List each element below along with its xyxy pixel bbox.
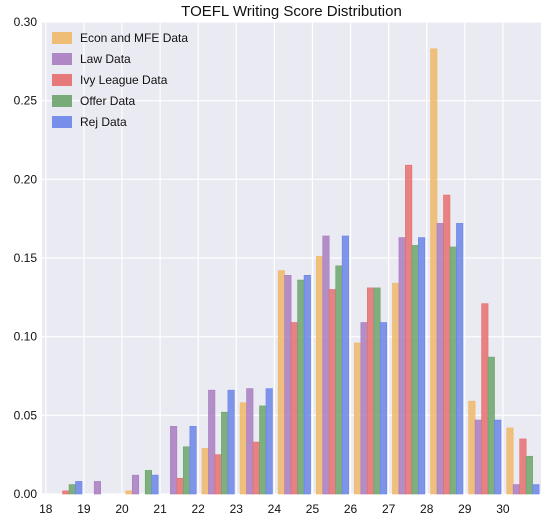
bar-offer-data-26 (373, 287, 381, 495)
bar-econ-and-mfe-data-26 (354, 342, 362, 495)
bar-offer-data-25 (335, 265, 343, 495)
bar-rej-data-30 (532, 484, 540, 495)
x-tick-label: 26 (344, 502, 358, 516)
bar-law-data-23 (246, 388, 254, 495)
legend-swatch (52, 74, 72, 86)
bar-econ-and-mfe-data-22 (201, 448, 209, 495)
bar-law-data-22 (208, 389, 216, 495)
legend-label: Ivy League Data (80, 73, 168, 87)
bar-law-data-20 (131, 474, 140, 495)
bar-econ-and-mfe-data-24 (277, 270, 285, 495)
legend-label: Rej Data (80, 115, 127, 129)
bar-rej-data-27 (418, 237, 426, 495)
bar-ivy-league-data-22 (214, 454, 222, 495)
legend-swatch (52, 32, 72, 44)
x-tick-label: 24 (268, 502, 282, 516)
legend: Econ and MFE Data Law Data Ivy League Data… (52, 31, 188, 129)
bar-rej-data-24 (303, 275, 311, 495)
bar-rej-data-22 (227, 389, 235, 495)
legend-label: Offer Data (80, 94, 135, 108)
bar-rej-data-28 (456, 223, 464, 495)
y-tick-label: 0.20 (14, 172, 38, 186)
bar-econ-and-mfe-data-27 (392, 282, 400, 495)
x-tick-label: 29 (458, 502, 472, 516)
bar-ivy-league-data-18 (62, 490, 70, 495)
legend-label: Econ and MFE Data (80, 31, 188, 45)
bar-offer-data-22 (221, 411, 229, 495)
legend-swatch (52, 53, 72, 65)
bar-ivy-league-data-25 (328, 289, 336, 495)
x-tick-label: 21 (153, 502, 167, 516)
x-tick-label: 25 (306, 502, 320, 516)
bar-rej-data-20 (151, 474, 159, 495)
chart-title: TOEFL Writing Score Distribution (181, 3, 402, 20)
y-tick-label: 0.05 (14, 408, 38, 422)
bar-offer-data-23 (259, 405, 267, 495)
x-tick-label: 28 (420, 502, 434, 516)
bar-offer-data-21 (183, 446, 191, 495)
bar-law-data-28 (436, 223, 444, 495)
bar-ivy-league-data-29 (481, 303, 489, 495)
bar-rej-data-18 (75, 481, 83, 495)
bar-rej-data-23 (265, 388, 273, 495)
bar-ivy-league-data-27 (405, 164, 413, 495)
bar-econ-and-mfe-data-30 (506, 427, 514, 495)
bar-law-data-30 (512, 484, 520, 495)
bar-rej-data-25 (341, 235, 349, 495)
bar-rej-data-26 (379, 322, 388, 495)
bar-offer-data-29 (487, 356, 495, 495)
x-tick-label: 30 (496, 502, 510, 516)
x-tick-label: 27 (382, 502, 396, 516)
bar-offer-data-28 (449, 246, 457, 495)
x-tick-label: 18 (39, 502, 53, 516)
bar-econ-and-mfe-data-29 (468, 400, 476, 495)
bar-ivy-league-data-28 (443, 194, 451, 495)
bar-offer-data-30 (525, 455, 533, 495)
x-tick-label: 23 (230, 502, 244, 516)
bar-law-data-24 (284, 275, 292, 495)
bar-law-data-25 (322, 235, 330, 495)
legend-label: Law Data (80, 52, 131, 66)
bar-econ-and-mfe-data-23 (239, 402, 247, 495)
bar-econ-and-mfe-data-25 (315, 256, 324, 495)
x-tick-label: 22 (191, 502, 205, 516)
x-tick-label: 19 (77, 502, 91, 516)
bar-ivy-league-data-26 (367, 287, 375, 495)
bar-ivy-league-data-30 (519, 438, 527, 495)
bars (62, 48, 540, 495)
y-tick-label: 0.25 (14, 94, 38, 108)
bar-rej-data-29 (494, 419, 502, 495)
bar-offer-data-24 (297, 279, 305, 495)
bar-econ-and-mfe-data-20 (125, 490, 133, 495)
x-axis-ticks: 18 19 20 21 22 23 24 25 26 27 28 29 30 (39, 502, 510, 516)
grid-lines (42, 21, 541, 495)
legend-swatch (52, 116, 72, 128)
x-tick-label: 20 (115, 502, 129, 516)
y-axis-ticks: 0.00 0.05 0.10 0.15 0.20 0.25 0.30 (14, 15, 38, 501)
bar-offer-data-18 (68, 484, 76, 495)
y-tick-label: 0.30 (14, 15, 38, 29)
bar-law-data-19 (93, 481, 101, 495)
bar-ivy-league-data-24 (290, 322, 298, 495)
bar-offer-data-27 (411, 245, 419, 495)
y-tick-label: 0.10 (14, 330, 38, 344)
bar-law-data-27 (398, 237, 406, 495)
bar-law-data-26 (360, 322, 368, 495)
y-tick-label: 0.00 (14, 487, 38, 501)
bar-offer-data-20 (144, 470, 153, 495)
bar-ivy-league-data-21 (176, 477, 184, 495)
y-tick-label: 0.15 (14, 251, 38, 265)
bar-ivy-league-data-23 (252, 441, 260, 495)
legend-swatch (52, 95, 72, 107)
bar-law-data-29 (474, 419, 482, 495)
bar-econ-and-mfe-data-28 (430, 48, 438, 495)
bar-rej-data-21 (189, 426, 197, 495)
bar-law-data-21 (170, 426, 178, 495)
